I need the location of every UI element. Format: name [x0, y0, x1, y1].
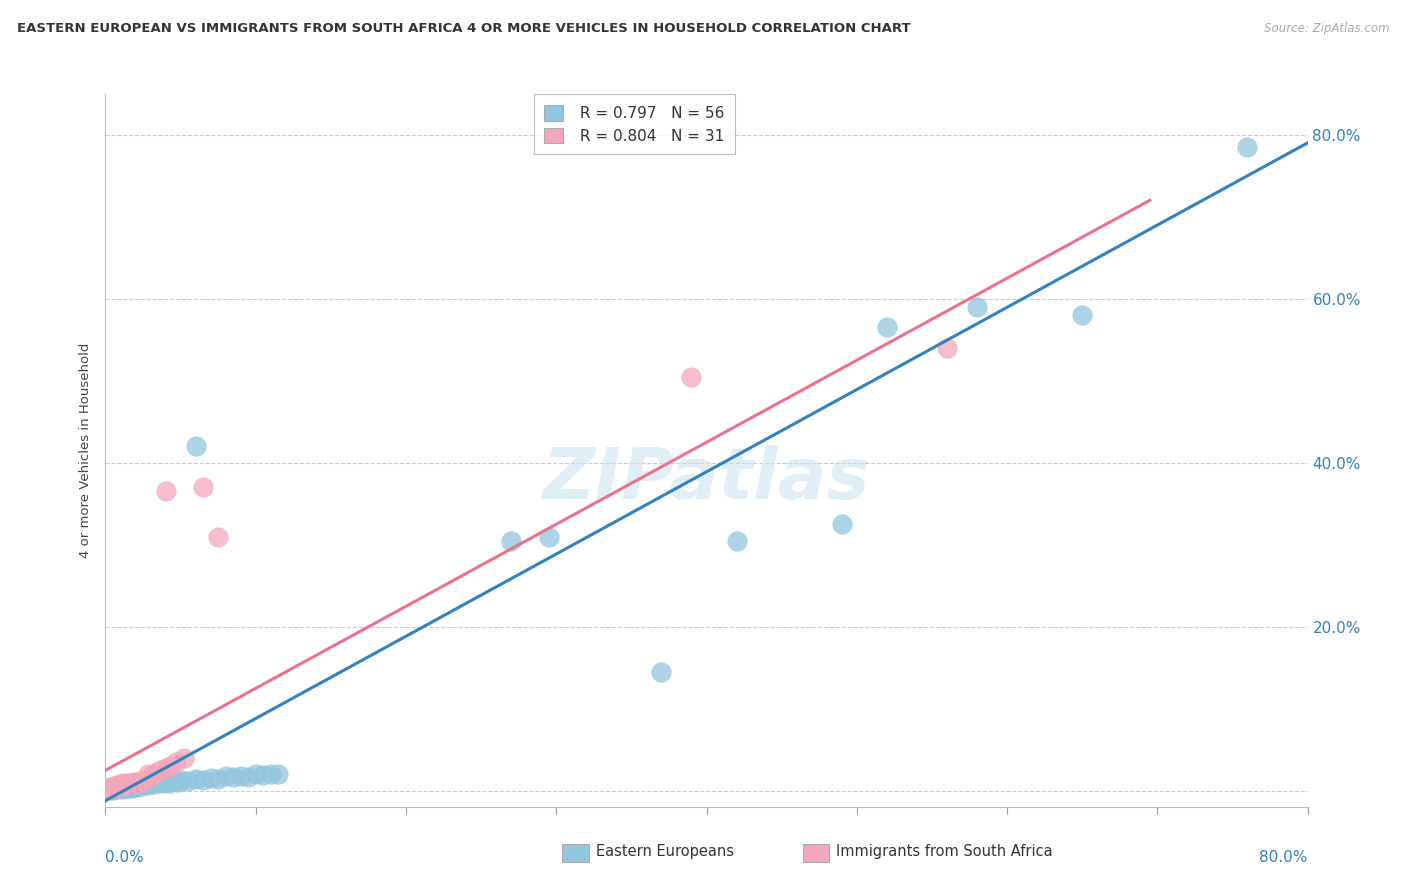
Point — [876, 320, 898, 334]
Point — [118, 780, 141, 794]
Point — [725, 533, 748, 548]
Point — [125, 775, 148, 789]
Point — [112, 776, 135, 790]
Point — [107, 782, 129, 797]
Point — [98, 780, 121, 795]
Point — [184, 439, 207, 453]
Point — [114, 781, 136, 796]
Point — [681, 369, 703, 384]
Point — [1236, 140, 1258, 154]
Point — [100, 781, 122, 796]
Point — [115, 780, 138, 794]
Point — [117, 780, 139, 795]
Point — [207, 530, 229, 544]
Point — [222, 770, 245, 784]
Point — [98, 783, 121, 797]
Point — [97, 782, 120, 797]
Point — [134, 777, 156, 791]
Point — [100, 780, 122, 794]
Point — [128, 778, 150, 792]
Point — [146, 775, 169, 789]
Point — [122, 774, 145, 789]
Point — [108, 780, 131, 795]
Point — [245, 767, 267, 781]
Point — [129, 774, 152, 789]
Point — [124, 779, 146, 793]
Point — [229, 769, 252, 783]
Point — [107, 778, 129, 792]
Point — [111, 782, 134, 797]
Text: 0.0%: 0.0% — [105, 850, 145, 865]
Point — [132, 774, 155, 789]
Text: Immigrants from South Africa: Immigrants from South Africa — [837, 844, 1053, 859]
Y-axis label: 4 or more Vehicles in Household: 4 or more Vehicles in Household — [79, 343, 93, 558]
Point — [191, 480, 214, 494]
Point — [136, 767, 159, 781]
Point — [200, 771, 222, 785]
Text: Eastern Europeans: Eastern Europeans — [596, 844, 734, 859]
Point — [650, 665, 672, 679]
Point — [184, 772, 207, 787]
Point — [238, 770, 260, 784]
Point — [155, 484, 177, 499]
Point — [169, 773, 191, 788]
Point — [139, 776, 162, 790]
Point — [131, 779, 153, 793]
Text: Source: ZipAtlas.com: Source: ZipAtlas.com — [1264, 22, 1389, 36]
Point — [136, 778, 159, 792]
Point — [173, 751, 195, 765]
Point — [104, 780, 127, 794]
Point — [501, 533, 523, 548]
Text: ZIPatlas: ZIPatlas — [543, 444, 870, 514]
Text: EASTERN EUROPEAN VS IMMIGRANTS FROM SOUTH AFRICA 4 OR MORE VEHICLES IN HOUSEHOLD: EASTERN EUROPEAN VS IMMIGRANTS FROM SOUT… — [17, 22, 911, 36]
Point — [112, 780, 135, 795]
Point — [166, 774, 188, 789]
Point — [831, 517, 853, 532]
Point — [155, 774, 177, 789]
Point — [1071, 308, 1094, 322]
Point — [104, 781, 127, 796]
Point — [101, 783, 124, 797]
Bar — [803, 845, 830, 863]
Point — [165, 755, 187, 769]
Point — [103, 779, 125, 793]
Point — [121, 780, 143, 795]
Point — [152, 776, 174, 790]
Point — [120, 776, 142, 790]
Point — [936, 341, 959, 355]
Point — [111, 778, 134, 792]
Point — [103, 782, 125, 797]
Point — [214, 769, 236, 783]
Point — [207, 772, 229, 786]
Point — [117, 775, 139, 789]
Point — [191, 773, 214, 788]
Point — [114, 777, 136, 791]
Legend:  R = 0.797   N = 56,  R = 0.804   N = 31: R = 0.797 N = 56, R = 0.804 N = 31 — [534, 95, 735, 154]
Point — [252, 768, 274, 782]
Point — [101, 780, 124, 795]
Point — [157, 775, 180, 789]
Point — [122, 780, 145, 794]
Point — [537, 530, 560, 544]
Point — [177, 774, 200, 789]
Point — [148, 764, 170, 778]
Point — [260, 766, 283, 780]
Point — [162, 774, 184, 789]
Bar — [562, 845, 589, 863]
Point — [110, 781, 132, 796]
Point — [142, 777, 165, 791]
Point — [125, 780, 148, 794]
Point — [120, 779, 142, 793]
Point — [97, 781, 120, 796]
Text: 80.0%: 80.0% — [1260, 850, 1308, 865]
Point — [139, 769, 162, 783]
Point — [155, 761, 177, 775]
Point — [267, 767, 290, 781]
Point — [110, 777, 132, 791]
Point — [966, 300, 988, 314]
Point — [108, 779, 131, 793]
Point — [159, 759, 181, 773]
Point — [143, 765, 166, 780]
